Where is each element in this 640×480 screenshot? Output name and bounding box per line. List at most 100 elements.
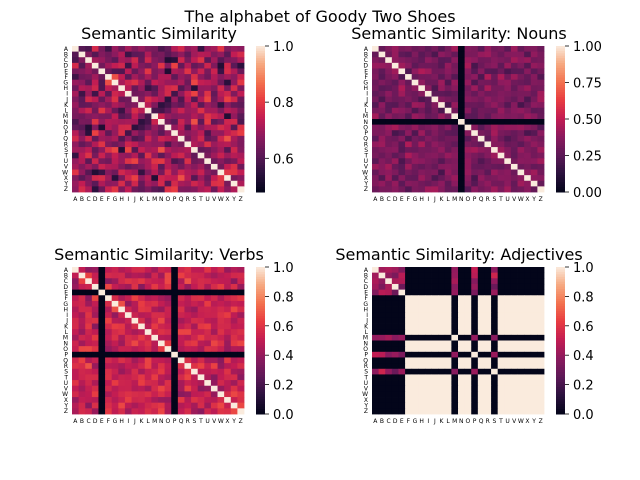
heatmap-cell [517, 158, 525, 165]
heatmap-cell [197, 85, 205, 92]
heatmap-cell [164, 340, 172, 347]
heatmap-cell [184, 334, 192, 341]
heatmap-cell [524, 175, 532, 182]
heatmap-cell [510, 334, 518, 341]
heatmap-cell [210, 135, 218, 142]
heatmap-cell [431, 323, 439, 330]
heatmap-cell [197, 135, 205, 142]
heatmap-cell [72, 385, 80, 392]
heatmap-cell [537, 130, 545, 137]
heatmap-cell [237, 79, 245, 86]
heatmap-cell [138, 289, 146, 296]
heatmap-cell [177, 130, 185, 137]
heatmap-cell [237, 323, 245, 330]
heatmap-cell [458, 135, 466, 142]
heatmap-cell [517, 351, 525, 358]
heatmap-cell [72, 163, 80, 170]
heatmap-cell [151, 68, 159, 75]
heatmap-cell [398, 135, 406, 142]
heatmap-cell [217, 62, 225, 69]
heatmap-cell [391, 51, 399, 58]
heatmap-cell [524, 368, 532, 375]
heatmap-cell [210, 374, 218, 381]
heatmap-cell [484, 272, 492, 279]
heatmap-cell [418, 323, 426, 330]
heatmap-cell [98, 267, 106, 274]
heatmap-cell [372, 147, 380, 154]
heatmap-cell [191, 397, 199, 404]
heatmap-cell [131, 186, 139, 193]
heatmap-cell [237, 158, 245, 165]
heatmap-cell [204, 312, 212, 319]
heatmap-cell [171, 283, 179, 291]
heatmap-cell [444, 334, 452, 341]
heatmap-cell [138, 351, 146, 358]
heatmap-cell [372, 124, 380, 131]
heatmap-cell [504, 334, 512, 341]
heatmap-cell [124, 295, 132, 302]
colorbar-segment [556, 279, 565, 283]
x-tick-label: K [439, 418, 444, 425]
heatmap-cell [491, 340, 499, 347]
heatmap-cell [424, 408, 432, 415]
heatmap-cell [491, 300, 499, 307]
heatmap-cell [197, 113, 205, 120]
heatmap-cell [385, 329, 393, 336]
colorbar-segment [256, 94, 265, 98]
heatmap-cell [151, 363, 159, 370]
heatmap-cell [124, 267, 132, 274]
heatmap-cell [530, 283, 538, 291]
heatmap-cell [524, 124, 532, 131]
heatmap-cell [484, 363, 492, 370]
heatmap-panel-4: Semantic Similarity: AdjectivesAABBCCDDE… [335, 245, 593, 425]
heatmap-cell [451, 374, 459, 381]
y-tick-label: I [66, 91, 68, 98]
heatmap-cell [497, 158, 505, 165]
heatmap-cell [504, 74, 512, 81]
heatmap-cell [398, 272, 406, 279]
heatmap-cell [458, 385, 466, 392]
x-tick-label: Q [479, 196, 484, 203]
heatmap-cell [372, 180, 380, 187]
heatmap-cell [537, 119, 545, 126]
heatmap-cell [151, 147, 159, 154]
x-tick-label: V [512, 418, 517, 425]
heatmap-cell [438, 334, 446, 341]
heatmap-cell [217, 283, 225, 291]
heatmap-cell [431, 283, 439, 291]
heatmap-cell [144, 85, 152, 92]
heatmap-cell [98, 402, 106, 409]
heatmap-cell [118, 323, 126, 330]
colorbar-tick-label: 0.75 [573, 77, 602, 92]
heatmap-cell [230, 397, 238, 404]
heatmap-cell [391, 317, 399, 324]
heatmap-cell [372, 300, 380, 307]
heatmap-cell [91, 51, 99, 58]
heatmap-cell [378, 323, 386, 330]
heatmap-cell [497, 175, 505, 182]
heatmap-cell [210, 85, 218, 92]
x-tick-label: P [473, 196, 477, 203]
heatmap-cell [144, 46, 152, 53]
heatmap-cell [124, 46, 132, 53]
heatmap-cell [391, 90, 399, 97]
heatmap-cell [158, 90, 166, 97]
heatmap-cell [230, 169, 238, 176]
heatmap-cell [237, 368, 245, 375]
heatmap-cell [85, 107, 93, 114]
heatmap-cell [204, 186, 212, 193]
heatmap-cell [230, 163, 238, 170]
heatmap-cell [78, 51, 86, 58]
heatmap-cell [411, 306, 419, 313]
heatmap-cell [98, 295, 106, 302]
heatmap-cell [451, 391, 459, 398]
colorbar-segment [256, 303, 265, 307]
heatmap-cell [224, 96, 232, 103]
colorbar-segment [256, 352, 265, 356]
heatmap-cell [378, 334, 386, 341]
heatmap-cell [504, 317, 512, 324]
heatmap-cell [131, 323, 139, 330]
heatmap-cell [171, 135, 179, 142]
heatmap-cell [411, 317, 419, 324]
heatmap-cell [217, 272, 225, 279]
